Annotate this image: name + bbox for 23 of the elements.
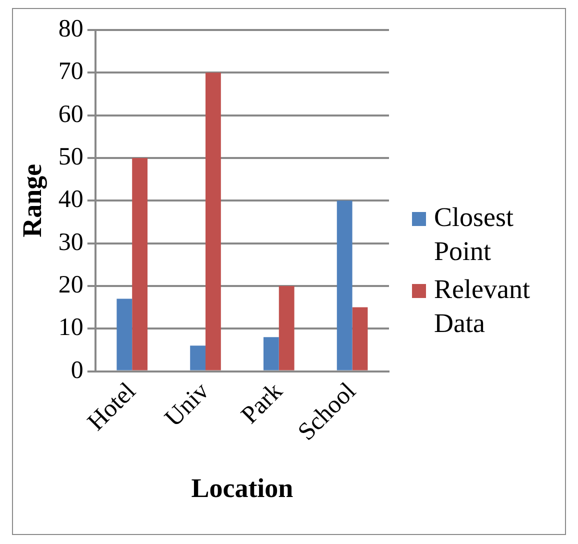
bar xyxy=(206,72,221,370)
bar xyxy=(336,200,352,370)
legend-label: Relevant Data xyxy=(434,273,531,340)
y-tick-label: 20 xyxy=(58,272,84,299)
y-tick-label: 50 xyxy=(58,144,84,171)
y-tick-label: 0 xyxy=(70,356,84,384)
bar xyxy=(116,298,132,370)
bar xyxy=(190,346,206,370)
legend-label: Closest Point xyxy=(434,201,515,268)
y-tick-label: 30 xyxy=(58,228,84,256)
y-tick-label: 10 xyxy=(58,314,84,342)
x-axis-title: Location xyxy=(191,472,294,503)
y-tick-label: 60 xyxy=(58,100,84,128)
y-axis-title: Range xyxy=(17,164,48,238)
bar xyxy=(132,158,148,370)
y-tick-label: 40 xyxy=(58,186,84,214)
x-tick-label: Univ xyxy=(160,377,215,432)
x-tick-label: Park xyxy=(236,377,288,430)
y-tick-label: 70 xyxy=(58,58,84,86)
bar xyxy=(263,337,279,370)
y-tick-label: 80 xyxy=(58,16,84,43)
bar xyxy=(278,286,294,370)
bar xyxy=(352,307,368,370)
